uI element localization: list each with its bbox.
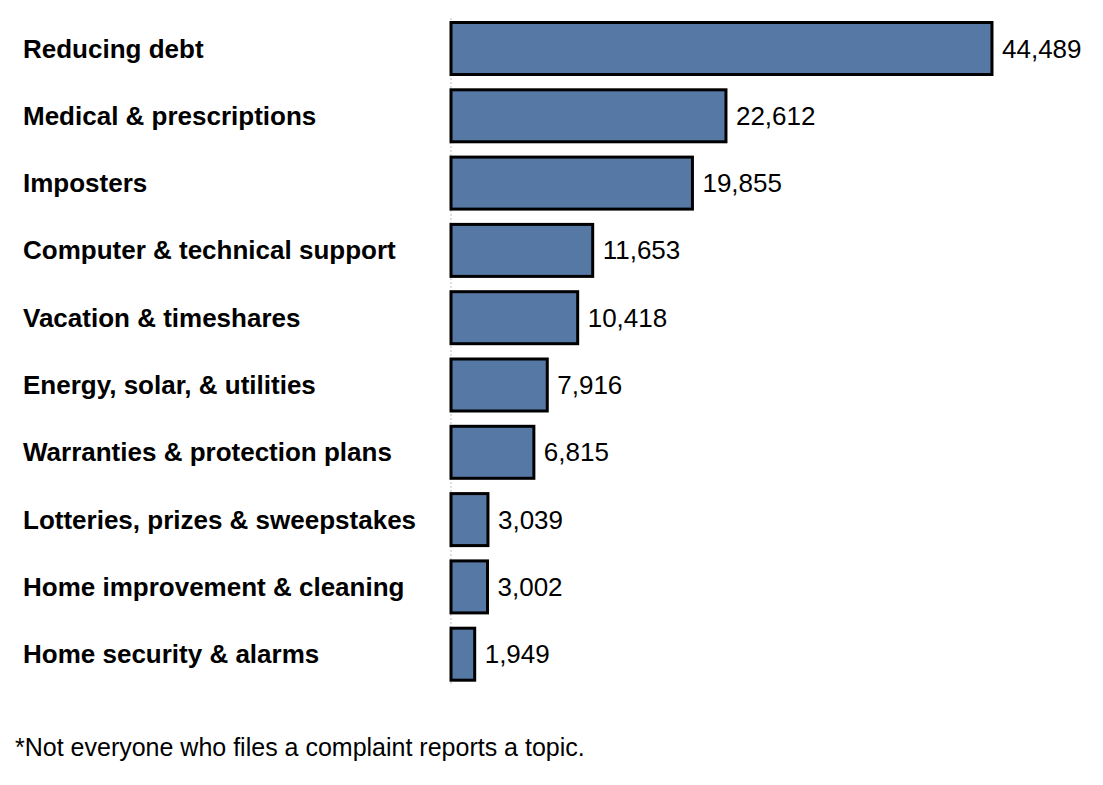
category-label: Reducing debt xyxy=(23,34,204,64)
bar xyxy=(451,224,593,276)
bars xyxy=(451,23,992,681)
bar xyxy=(451,292,578,344)
data-label: 19,855 xyxy=(702,168,782,198)
bar xyxy=(451,90,726,142)
category-label: Warranties & protection plans xyxy=(23,437,392,467)
data-label: 3,002 xyxy=(498,572,563,602)
data-label: 3,039 xyxy=(498,505,563,535)
category-label: Home security & alarms xyxy=(23,639,319,669)
bar xyxy=(451,23,992,75)
footnote: *Not everyone who files a complaint repo… xyxy=(15,733,585,761)
chart-container: Reducing debt 44,489 Medical & prescriptio… xyxy=(0,0,1103,785)
data-label: 11,653 xyxy=(603,235,681,265)
data-label: 10,418 xyxy=(588,303,668,333)
chart: Reducing debt 44,489 Medical & prescriptio… xyxy=(0,0,1103,785)
bar xyxy=(451,359,547,411)
category-label: Lotteries, prizes & sweepstakes xyxy=(23,505,416,535)
category-label: Computer & technical support xyxy=(23,235,396,265)
category-label: Vacation & timeshares xyxy=(23,303,300,333)
bar xyxy=(451,494,488,546)
data-label: 1,949 xyxy=(485,639,550,669)
category-label: Medical & prescriptions xyxy=(23,101,316,131)
category-label: Imposters xyxy=(23,168,147,198)
bar xyxy=(451,426,534,478)
bar xyxy=(451,628,475,680)
bar xyxy=(451,561,488,613)
bar xyxy=(451,157,692,209)
category-label: Energy, solar, & utilities xyxy=(23,370,316,400)
data-label: 7,916 xyxy=(557,370,622,400)
data-label: 6,815 xyxy=(544,437,609,467)
category-label: Home improvement & cleaning xyxy=(23,572,404,602)
data-label: 44,489 xyxy=(1002,34,1082,64)
data-label: 22,612 xyxy=(736,101,816,131)
